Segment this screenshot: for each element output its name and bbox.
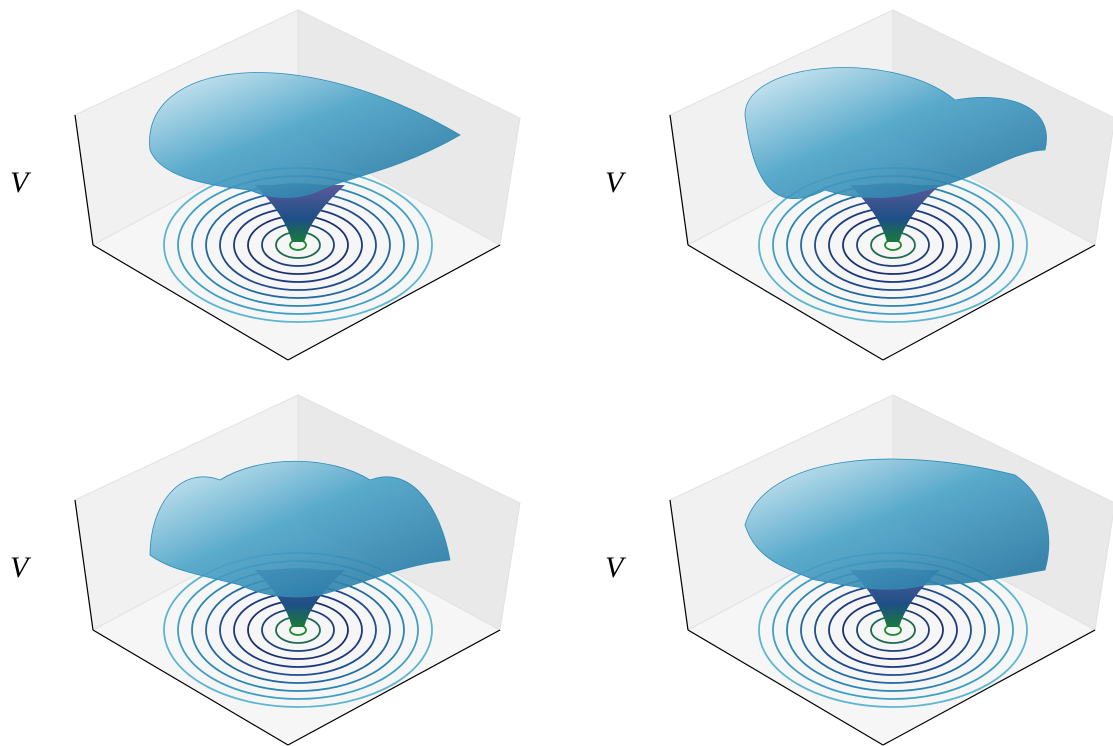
- y-axis: [287, 629, 501, 746]
- z-axis: [74, 114, 94, 246]
- y-axis: [882, 629, 1096, 746]
- surface: [744, 458, 1050, 590]
- z-axis-label: V: [605, 551, 627, 584]
- z-axis: [74, 499, 94, 631]
- z-axis: [669, 114, 689, 246]
- z-axis-label: V: [10, 551, 32, 584]
- y-axis: [882, 244, 1096, 361]
- panel: V: [605, 9, 1113, 361]
- x-axis: [687, 629, 884, 746]
- z-axis-label: V: [10, 166, 32, 199]
- x-axis: [687, 244, 884, 361]
- surface: [744, 67, 1047, 200]
- surface: [149, 72, 461, 198]
- x-axis: [92, 244, 289, 361]
- surface: [149, 460, 451, 598]
- panel: V: [10, 394, 521, 746]
- funnel: [850, 185, 940, 242]
- x-axis: [92, 629, 289, 746]
- y-axis: [287, 244, 501, 361]
- panel: V: [10, 9, 521, 361]
- funnel: [255, 185, 345, 242]
- panel: V: [605, 394, 1113, 746]
- z-axis: [669, 499, 689, 631]
- z-axis-label: V: [605, 166, 627, 199]
